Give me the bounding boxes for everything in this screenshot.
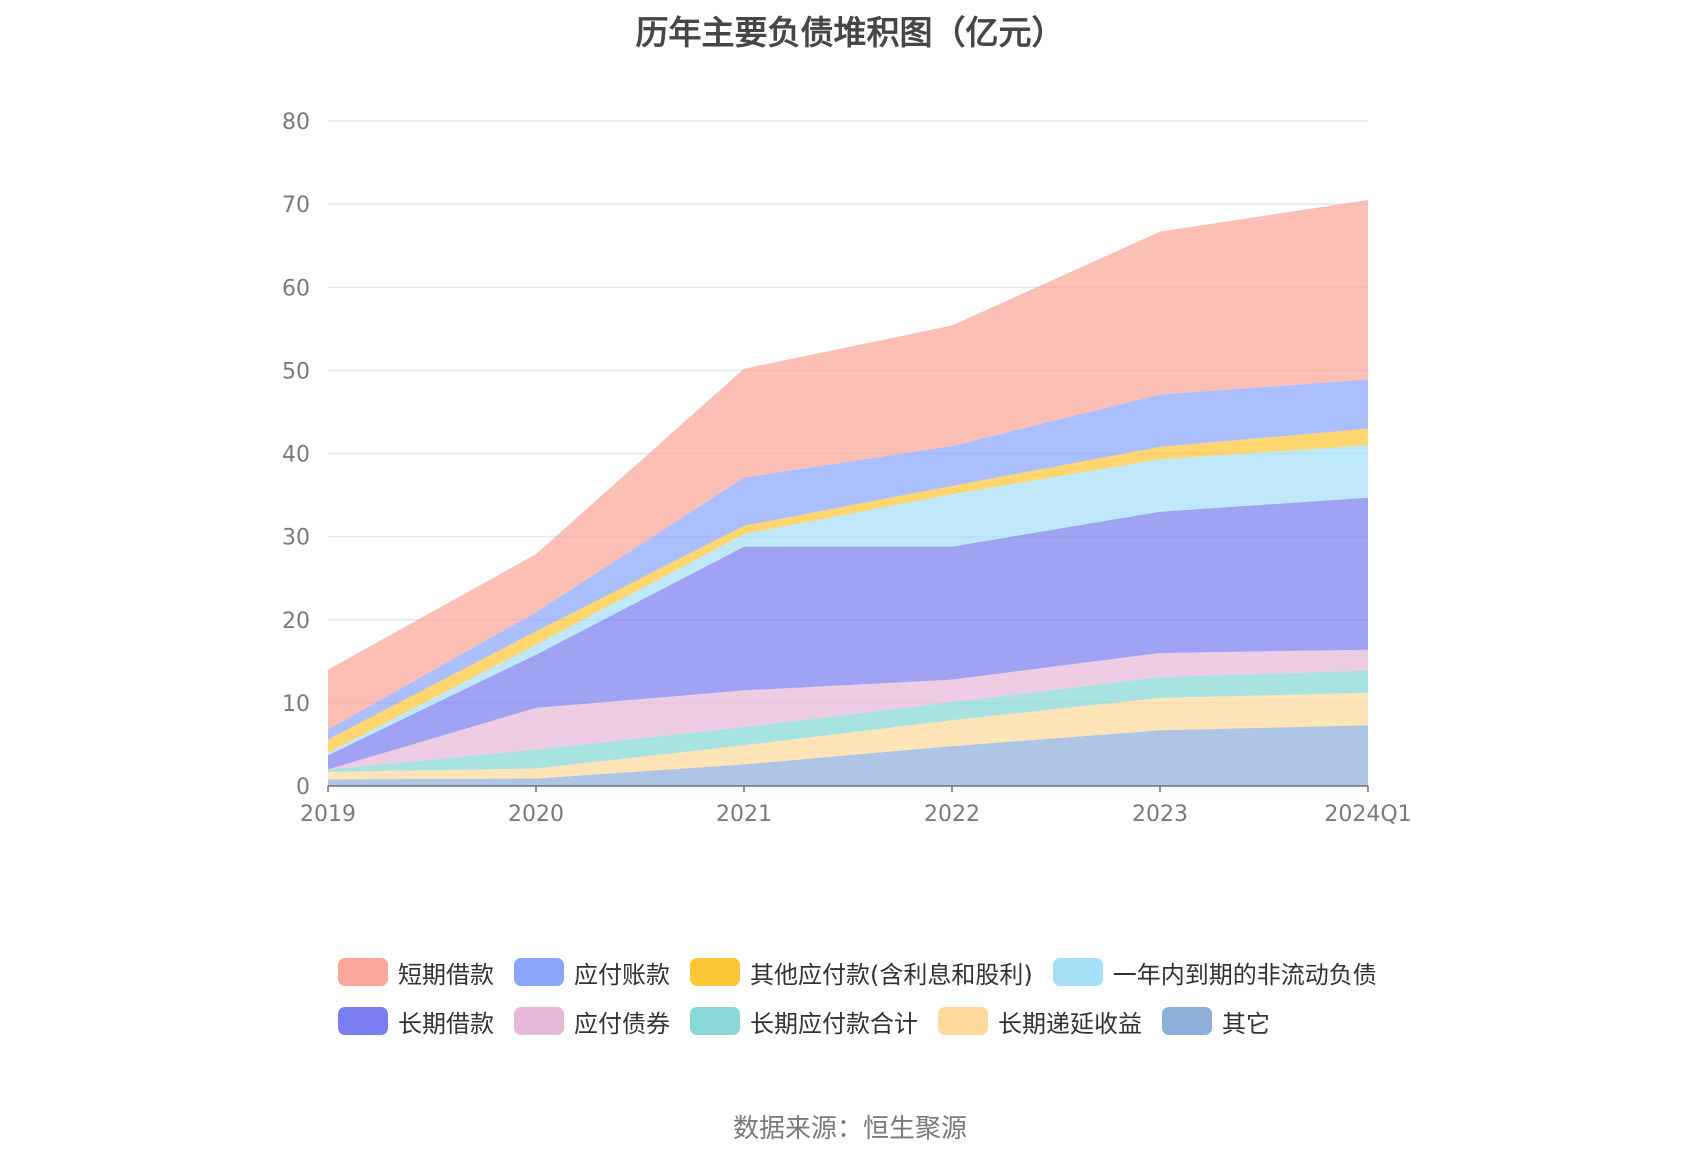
y-tick-label: 20 (282, 609, 310, 634)
legend-swatch (338, 1007, 388, 1035)
y-tick-label: 10 (282, 692, 310, 717)
x-tick-label: 2019 (300, 802, 356, 827)
area-应付账款 (328, 379, 1368, 740)
x-tick-label: 2023 (1132, 802, 1188, 827)
area-series (328, 200, 1368, 786)
x-tick-label: 2022 (924, 802, 980, 827)
y-tick-label: 70 (282, 193, 310, 218)
legend-swatch (690, 1007, 740, 1035)
y-tick-label: 50 (282, 359, 310, 384)
area-一年内到期的非流动负债 (328, 445, 1368, 756)
legend-label: 其它 (1222, 1009, 1270, 1038)
area-长期应付款合计 (328, 670, 1368, 772)
legend-item[interactable]: 其他应付款(含利息和股利) (690, 955, 1033, 990)
legend-swatch (1162, 1007, 1212, 1035)
legend-label: 长期应付款合计 (750, 1009, 918, 1038)
legend-label: 应付账款 (574, 960, 670, 989)
legend-label: 长期借款 (398, 1009, 494, 1038)
legend-swatch (938, 1007, 988, 1035)
legend-item[interactable]: 短期借款 (338, 955, 494, 990)
x-tick-label: 2020 (508, 802, 564, 827)
legend-label: 长期递延收益 (998, 1009, 1142, 1038)
area-长期借款 (328, 497, 1368, 770)
y-tick-label: 0 (296, 775, 310, 800)
legend: 短期借款 应付账款 其他应付款(含利息和股利) 一年内到期的非流动负债 长期借款 应付债… (338, 952, 1438, 1050)
y-tick-label: 60 (282, 276, 310, 301)
area-应付债券 (328, 649, 1368, 770)
x-tick-label: 2024Q1 (1324, 802, 1411, 827)
legend-swatch (338, 958, 388, 986)
legend-label: 一年内到期的非流动负债 (1112, 960, 1377, 989)
legend-label: 应付债券 (574, 1009, 670, 1038)
legend-swatch (1052, 958, 1103, 986)
area-长期递延收益 (328, 692, 1368, 780)
legend-swatch (690, 958, 740, 986)
legend-label: 短期借款 (398, 960, 494, 989)
chart-title: 历年主要负债堆积图（亿元） (635, 13, 1065, 52)
legend-item[interactable]: 其它 (1162, 1004, 1270, 1039)
legend-item[interactable]: 长期借款 (338, 1004, 494, 1039)
y-tick-label: 40 (282, 443, 310, 468)
legend-item[interactable]: 应付账款 (514, 955, 670, 990)
legend-row-2: 长期借款 应付债券 长期应付款合计 长期递延收益 其它 (338, 1001, 1438, 1041)
legend-row-1: 短期借款 应付账款 其他应付款(含利息和股利) 一年内到期的非流动负债 (338, 952, 1438, 992)
area-短期借款 (328, 200, 1368, 730)
legend-item[interactable]: 长期应付款合计 (690, 1004, 918, 1039)
area-其它 (328, 725, 1368, 786)
source-note: 数据来源：恒生聚源 (732, 1114, 967, 1144)
x-axis-labels: 2019 2020 2021 2022 2023 2024Q1 (300, 802, 1412, 827)
y-tick-label: 30 (282, 526, 310, 551)
x-tick-label: 2021 (716, 802, 772, 827)
legend-label: 其他应付款(含利息和股利) (750, 960, 1033, 989)
y-tick-label: 80 (282, 110, 310, 135)
legend-swatch (514, 1007, 564, 1035)
legend-item[interactable]: 长期递延收益 (938, 1004, 1142, 1039)
legend-swatch (514, 958, 564, 986)
legend-item[interactable]: 一年内到期的非流动负债 (1052, 955, 1377, 990)
x-axis (327, 785, 1369, 792)
y-axis-labels: 0 10 20 30 40 50 60 70 80 (282, 110, 310, 800)
legend-item[interactable]: 应付债券 (514, 1004, 670, 1039)
